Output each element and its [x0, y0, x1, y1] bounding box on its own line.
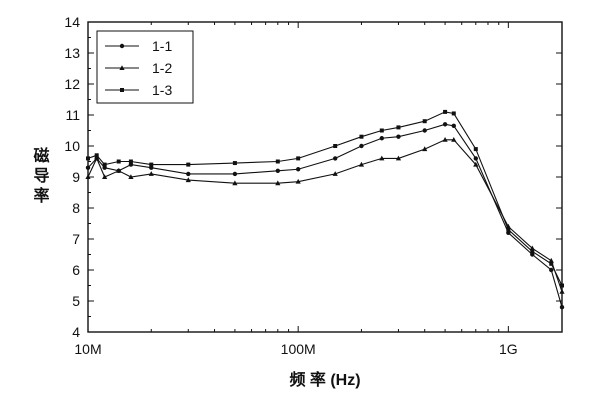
x-tick-label: 10M: [74, 341, 101, 357]
data-point: [549, 261, 554, 266]
x-axis-title: 频 率 (Hz): [289, 370, 360, 389]
data-point: [396, 125, 401, 130]
data-point: [451, 123, 456, 129]
legend-item-1-2: 1-2: [105, 60, 172, 76]
data-point: [359, 143, 364, 149]
data-point: [395, 155, 402, 161]
legend-box: [96, 30, 194, 104]
data-point: [148, 171, 154, 176]
y-axis-title: 磁导率: [31, 146, 50, 207]
data-point: [506, 227, 511, 232]
data-point: [94, 155, 100, 161]
y-tick-label: 7: [72, 231, 80, 247]
series-line: [87, 123, 563, 308]
data-point: [232, 161, 237, 166]
data-point: [102, 162, 107, 167]
data-point: [295, 178, 301, 184]
data-point: [85, 174, 91, 179]
data-point: [116, 168, 122, 173]
data-point: [473, 161, 479, 167]
x-tick-label: 100M: [281, 341, 316, 357]
data-point: [186, 162, 191, 167]
y-tick-label: 9: [72, 169, 80, 185]
legend-item-1-3: 1-3: [105, 82, 172, 98]
data-point: [443, 109, 448, 114]
y-tick-label: 6: [72, 262, 80, 278]
legend: 1-1 1-2 1-3: [96, 30, 194, 104]
x-tick-label: 1G: [499, 341, 518, 357]
data-point: [422, 128, 427, 133]
data-point: [333, 144, 338, 148]
data-point: [451, 137, 457, 142]
y-tick-label: 8: [72, 200, 80, 216]
series-line: [87, 139, 563, 292]
legend-label: 1-2: [152, 60, 172, 76]
data-point: [529, 245, 535, 251]
data-point: [275, 180, 281, 186]
y-tick-label: 4: [72, 324, 80, 340]
data-point: [232, 180, 238, 186]
data-point: [451, 111, 456, 116]
legend-label: 1-1: [152, 38, 172, 54]
series-1-1: [85, 122, 565, 310]
x-axis: 10M 100M 1G: [74, 22, 518, 357]
legend-item-1-1: 1-1: [105, 38, 172, 54]
y-tick-label: 14: [64, 14, 80, 30]
data-point: [379, 155, 385, 161]
data-point: [332, 171, 338, 176]
data-point: [379, 128, 384, 133]
data-point: [275, 168, 281, 173]
y-tick-label: 13: [64, 45, 80, 61]
data-point: [128, 159, 133, 164]
plot-series: [85, 109, 565, 310]
y-tick-label: 11: [65, 107, 80, 123]
data-point: [186, 171, 191, 177]
series-1-3: [86, 109, 564, 288]
y-tick-label: 10: [64, 138, 80, 154]
data-point: [548, 257, 554, 263]
data-point: [149, 162, 154, 167]
legend-label: 1-3: [152, 82, 172, 98]
data-point: [358, 161, 365, 167]
legend-marker: [119, 43, 125, 49]
data-point: [86, 156, 90, 161]
y-tick-label: 12: [64, 76, 80, 92]
legend-marker: [120, 88, 124, 92]
data-point: [296, 156, 301, 161]
data-point: [332, 156, 338, 161]
data-point: [94, 153, 99, 158]
data-point: [185, 177, 191, 183]
series-line: [87, 111, 563, 286]
data-point: [442, 122, 448, 127]
data-point: [560, 283, 564, 288]
data-point: [359, 134, 364, 139]
data-point: [275, 159, 280, 164]
y-axis: 4 5 6 7 8 9 10 11 12 13 14: [64, 14, 562, 340]
data-point: [232, 171, 238, 177]
y-tick-label: 5: [72, 293, 80, 309]
data-point: [559, 288, 565, 294]
data-point: [422, 119, 427, 124]
data-point: [295, 167, 301, 172]
series-1-2: [85, 137, 565, 294]
data-point: [506, 230, 511, 235]
data-point: [530, 249, 535, 254]
legend-marker: [119, 65, 125, 70]
data-point: [549, 267, 554, 273]
data-point: [473, 156, 478, 161]
data-point: [128, 174, 134, 179]
data-point: [442, 137, 448, 142]
data-point: [102, 174, 108, 179]
data-point: [559, 305, 565, 310]
data-point: [473, 147, 478, 152]
data-point: [422, 146, 428, 152]
data-point: [396, 134, 401, 139]
data-point: [379, 136, 385, 141]
data-point: [85, 165, 91, 170]
data-point: [530, 252, 535, 257]
data-point: [116, 159, 121, 164]
